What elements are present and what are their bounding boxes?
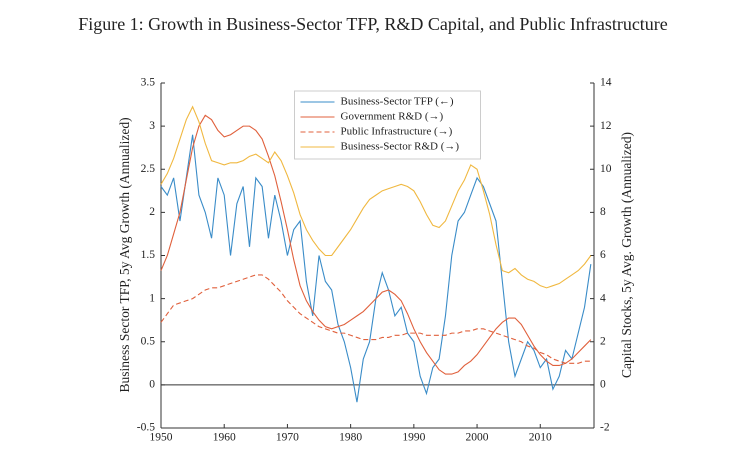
- y-tick-label: 1: [149, 292, 155, 304]
- x-tick-label: 2000: [466, 432, 489, 444]
- y2-tick-label: 6: [600, 249, 606, 261]
- y2-tick-label: 10: [600, 163, 612, 175]
- x-tick-label: 1980: [339, 432, 362, 444]
- x-tick-label: 2010: [529, 432, 552, 444]
- y-tick-label: 0.5: [141, 335, 156, 347]
- y2-tick-label: 4: [600, 292, 606, 304]
- x-tick-label: 1950: [150, 432, 173, 444]
- legend-label: Government R&D (→): [341, 111, 444, 123]
- legend-label: Business-Sector R&D (→): [341, 141, 460, 153]
- y2-tick-label: 0: [600, 379, 606, 391]
- legend-label: Business-Sector TFP (←): [341, 96, 454, 108]
- y-axis-label: Business Sector TFP, 5y Avg Growth (Annu…: [117, 117, 132, 392]
- y2-tick-label: 8: [600, 206, 606, 218]
- x-tick-label: 1960: [213, 432, 236, 444]
- series-line: [160, 105, 592, 289]
- x-tick-label: 1970: [276, 432, 299, 444]
- y-tick-label: 0: [149, 379, 155, 391]
- y-tick-label: 3.5: [141, 77, 156, 89]
- series-line: [160, 134, 592, 403]
- y2-tick-label: -2: [600, 422, 610, 434]
- x-tick-label: 1990: [402, 432, 425, 444]
- series-line: [160, 114, 592, 375]
- y2-axis-label: Capital Stocks, 5y Avg. Growth (Annualiz…: [619, 132, 634, 378]
- series-line: [160, 274, 591, 364]
- y2-tick-label: 12: [600, 120, 612, 132]
- y2-tick-label: 14: [600, 77, 612, 89]
- y-tick-label: 2: [149, 206, 155, 218]
- y-tick-label: 1.5: [141, 249, 156, 261]
- y-tick-label: 3: [149, 120, 155, 132]
- legend-label: Public Infrastructure (→): [341, 126, 453, 138]
- y2-tick-label: 2: [600, 335, 606, 347]
- chart-title: Figure 1: Growth in Business-Sector TFP,…: [78, 14, 668, 34]
- y-tick-label: -0.5: [137, 422, 155, 434]
- y-tick-label: 2.5: [141, 163, 156, 175]
